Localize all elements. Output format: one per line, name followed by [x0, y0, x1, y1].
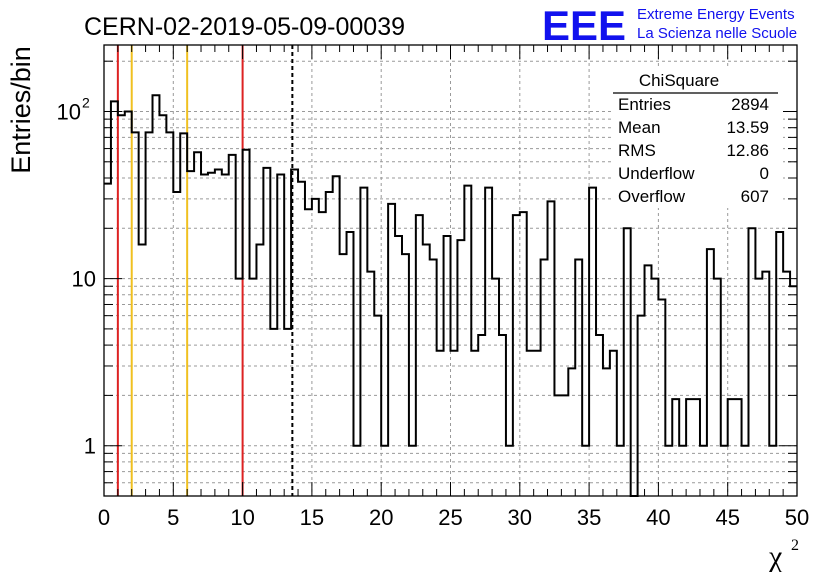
x-tick-label: 25	[438, 505, 462, 530]
eee-logo: EEE Extreme Energy Events La Scienza nel…	[542, 2, 797, 49]
x-tick-label: 15	[300, 505, 324, 530]
stats-label-rms: RMS	[618, 141, 656, 160]
x-tick-label: 45	[715, 505, 739, 530]
reference-lines	[116, 45, 294, 496]
x-tick-label: 40	[646, 505, 670, 530]
eee-logo-line2: La Scienza nelle Scuole	[637, 25, 797, 42]
eee-logo-mark: EEE	[542, 2, 626, 49]
stats-label-mean: Mean	[618, 118, 661, 137]
stats-label-underflow: Underflow	[618, 164, 695, 183]
histogram-outline	[104, 94, 797, 497]
stats-value-overflow: 607	[741, 187, 769, 206]
x-axis-label-exponent: 2	[791, 537, 799, 554]
stats-value-underflow: 0	[760, 164, 769, 183]
stats-title: ChiSquare	[639, 71, 719, 90]
x-axis-label-base: χ	[768, 540, 783, 572]
histogram-series	[104, 94, 797, 497]
x-tick-label: 50	[785, 505, 809, 530]
stats-box-background	[613, 66, 783, 208]
x-tick-label: 5	[167, 505, 179, 530]
stats-label-overflow: Overflow	[618, 187, 686, 206]
x-tick-label: 30	[508, 505, 532, 530]
y-tick-label-exponent: 2	[82, 94, 90, 110]
x-axis-label: χ 2	[768, 537, 799, 572]
stats-label-entries: Entries	[618, 95, 671, 114]
stats-value-mean: 13.59	[726, 118, 769, 137]
y-tick-label: 10	[72, 267, 96, 292]
x-tick-label: 0	[98, 505, 110, 530]
y-tick-label: 10	[57, 99, 81, 124]
stats-box: ChiSquare Entries 2894 Mean 13.59 RMS 12…	[613, 66, 783, 208]
x-tick-label: 10	[230, 505, 254, 530]
stats-value-rms: 12.86	[726, 141, 769, 160]
y-axis-label: Entries/bin	[6, 46, 36, 174]
y-tick-label: 1	[84, 434, 96, 459]
eee-logo-line1: Extreme Energy Events	[637, 6, 795, 23]
x-tick-label: 35	[577, 505, 601, 530]
stats-value-entries: 2894	[731, 95, 769, 114]
run-title: CERN-02-2019-05-09-00039	[84, 13, 405, 41]
x-tick-label: 20	[369, 505, 393, 530]
